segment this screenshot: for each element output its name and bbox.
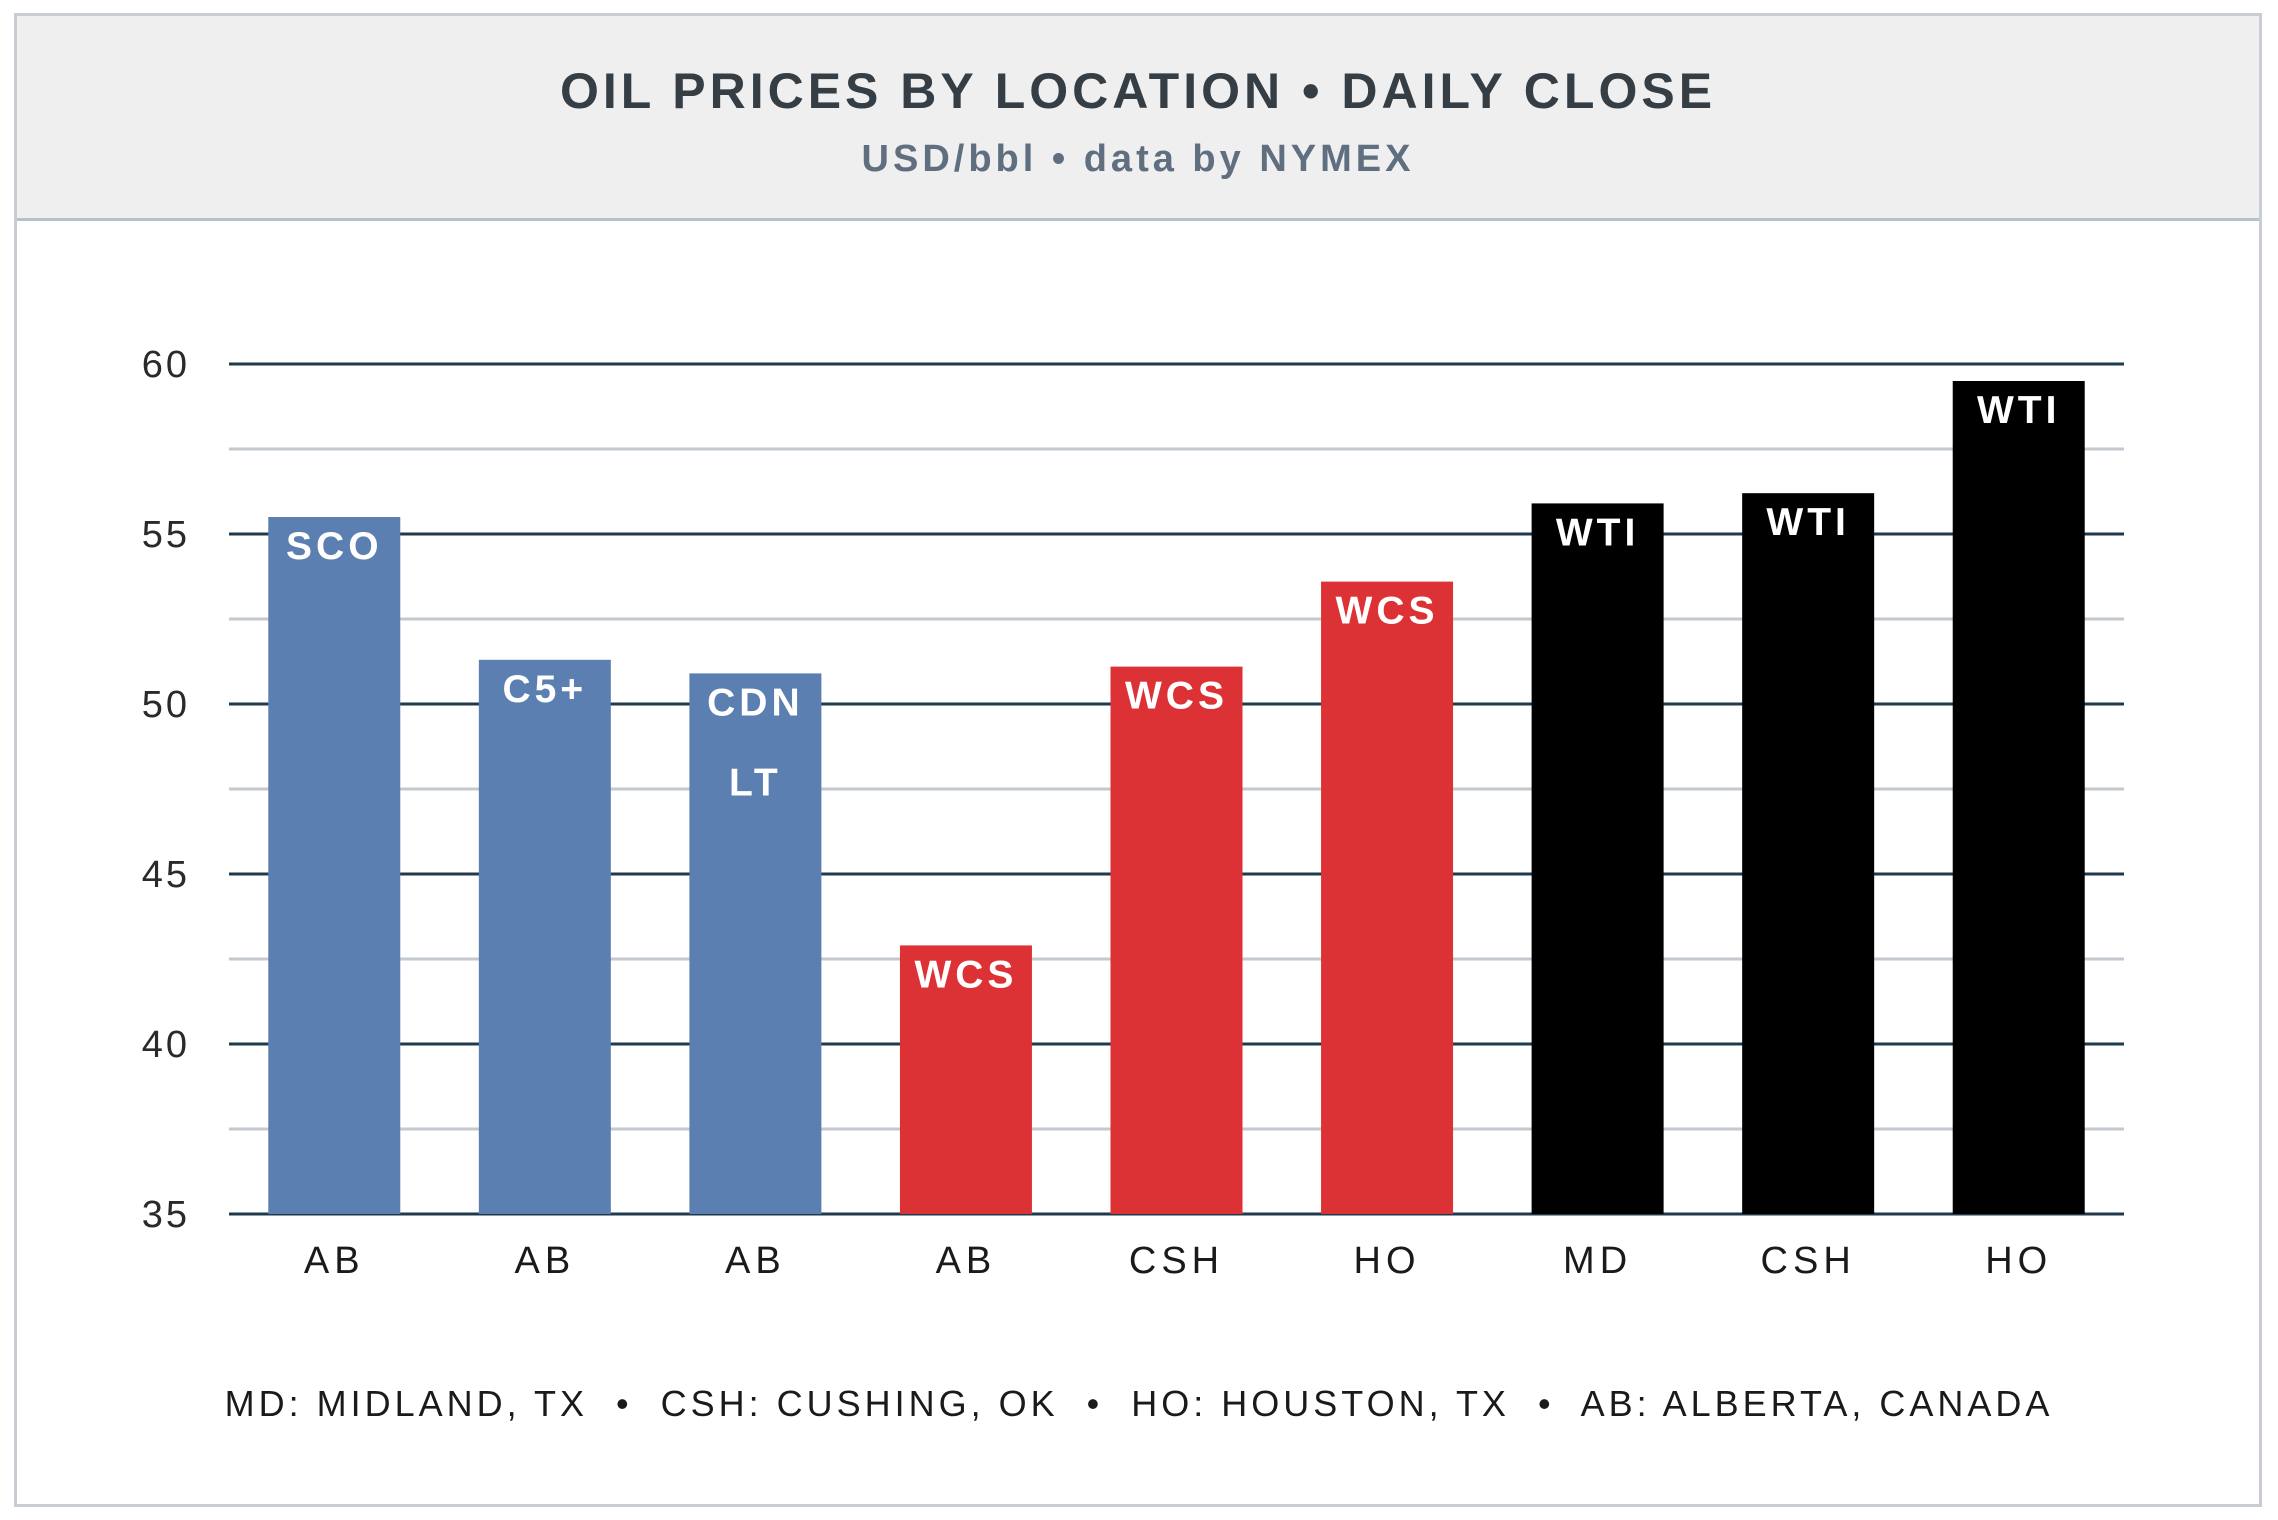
location-legend-footnote: MD: MIDLAND, TX • CSH: CUSHING, OK • HO:… <box>224 1383 2054 1424</box>
chart-header: OIL PRICES BY LOCATION • DAILY CLOSE USD… <box>17 16 2259 221</box>
bar <box>1952 381 2085 1214</box>
bar-label: WTI <box>1556 511 1639 554</box>
y-tick-label: 55 <box>142 514 190 556</box>
x-category-label: HO <box>1354 1240 1421 1282</box>
x-category-label: MD <box>1563 1240 1632 1282</box>
bar <box>1531 503 1664 1214</box>
bar <box>1110 666 1243 1214</box>
bar <box>478 659 611 1214</box>
bar-label: WTI <box>1977 389 2060 432</box>
bar-label: WCS <box>1125 675 1228 718</box>
x-category-label: CSH <box>1761 1240 1856 1282</box>
x-category-label: AB <box>304 1240 365 1282</box>
bar <box>1742 493 1875 1214</box>
bar-label: LT <box>729 761 782 804</box>
bar-label: WCS <box>1336 590 1439 633</box>
bar-label: CDN <box>707 681 804 724</box>
x-category-label: AB <box>514 1240 575 1282</box>
chart-title: OIL PRICES BY LOCATION • DAILY CLOSE <box>559 63 1717 119</box>
y-tick-label: 60 <box>142 344 190 386</box>
bar-label: WCS <box>914 953 1017 996</box>
x-category-label: AB <box>936 1240 997 1282</box>
y-tick-label: 35 <box>142 1194 190 1236</box>
bar <box>689 673 822 1214</box>
bar-label: C5+ <box>503 668 588 711</box>
x-category-label: CSH <box>1129 1240 1224 1282</box>
y-tick-label: 45 <box>142 854 190 896</box>
x-category-label: AB <box>725 1240 786 1282</box>
bar <box>1321 581 1454 1214</box>
bar <box>268 517 401 1214</box>
y-tick-label: 40 <box>142 1024 190 1066</box>
bar-label: SCO <box>286 525 383 568</box>
chart-subtitle: USD/bbl • data by NYMEX <box>861 138 1415 180</box>
x-category-label: HO <box>1985 1240 2052 1282</box>
bar-label: WTI <box>1766 501 1849 544</box>
bar <box>899 945 1032 1214</box>
y-tick-label: 50 <box>142 684 190 726</box>
